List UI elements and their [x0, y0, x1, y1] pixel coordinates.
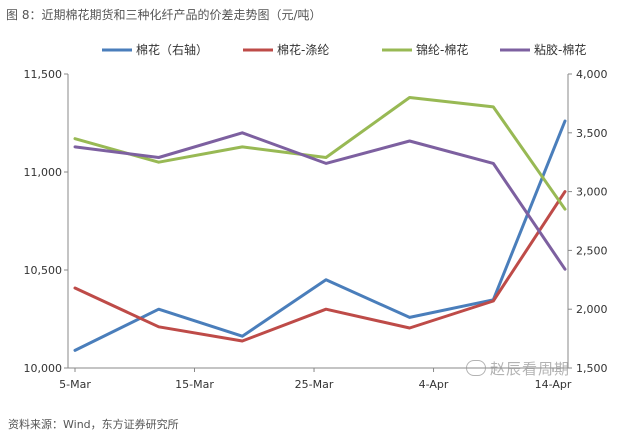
legend-label-3: 锦纶-棉花: [416, 42, 468, 57]
left-tick-label: 11,500: [24, 68, 63, 81]
right-tick-label: 2,000: [576, 303, 608, 316]
series-line-4: [73, 131, 567, 271]
series-line-3: [73, 96, 567, 211]
legend-label-4: 粘胶-棉花: [534, 42, 586, 57]
x-tick-label: 25-Mar: [295, 378, 334, 391]
left-tick-label: 10,500: [24, 264, 63, 277]
right-tick-label: 3,500: [576, 127, 608, 140]
x-tick-label: 14-Apr: [535, 378, 572, 391]
chart-title: 图 8：近期棉花期货和三种化纤产品的价差走势图（元/吨）: [6, 8, 322, 22]
series-line-2: [73, 190, 567, 343]
x-tick-label: 15-Mar: [175, 378, 214, 391]
right-tick-label: 4,000: [576, 68, 608, 81]
right-tick-label: 1,500: [576, 362, 608, 375]
left-tick-label: 10,000: [24, 362, 63, 375]
wechat-icon: [466, 360, 486, 376]
watermark-text: 赵辰看周期: [490, 360, 571, 378]
x-tick-label: 5-Mar: [59, 378, 91, 391]
source-note: 资料来源：Wind，东方证券研究所: [8, 418, 179, 431]
left-tick-label: 11,000: [24, 166, 63, 179]
watermark: 赵辰看周期: [466, 358, 570, 379]
legend: 棉花（右轴） 棉花-涤纶 锦纶-棉花 粘胶-棉花: [102, 42, 586, 57]
right-tick-label: 3,000: [576, 186, 608, 199]
axes: 10,000 10,500 11,000 11,500 1,500 2,000 2,500 3…: [24, 68, 608, 391]
series-lines: [73, 96, 567, 352]
x-tick-label: 4-Apr: [419, 378, 449, 391]
right-tick-label: 2,500: [576, 244, 608, 257]
legend-label-1: 棉花（右轴）: [136, 42, 208, 57]
legend-label-2: 棉花-涤纶: [277, 42, 329, 57]
